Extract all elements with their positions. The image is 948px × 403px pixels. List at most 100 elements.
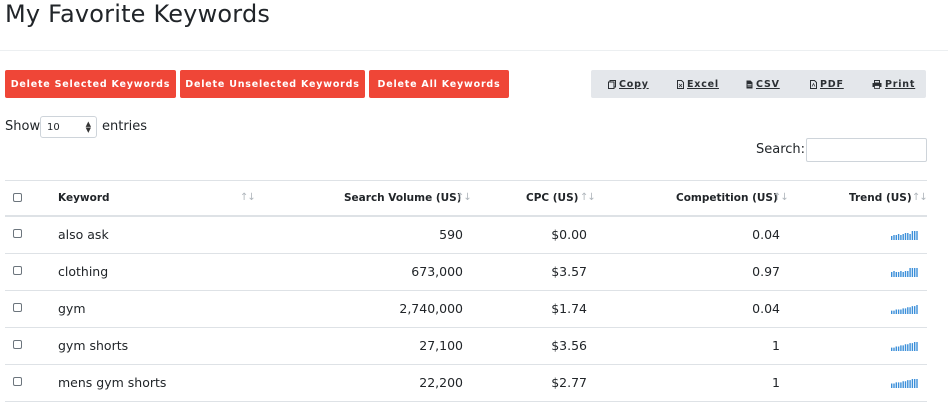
- csv-file-icon: [746, 80, 753, 88]
- trend-bar: [895, 346, 897, 351]
- trend-sparkline: [891, 379, 918, 388]
- print-button[interactable]: Print: [872, 70, 915, 98]
- trend-bar: [902, 345, 904, 351]
- cpc-cell: $2.77: [551, 375, 587, 390]
- cpc-cell: $3.56: [551, 338, 587, 353]
- trend-bar: [914, 379, 916, 388]
- entries-select-value: 10: [47, 121, 60, 133]
- pdf-label: PDF: [820, 78, 844, 90]
- row-divider: [5, 327, 927, 328]
- row-checkbox[interactable]: [13, 266, 22, 275]
- keyword-cell: mens gym shorts: [58, 375, 167, 390]
- trend-sparkline: [891, 305, 918, 314]
- competition-cell: 0.04: [752, 301, 780, 316]
- trend-sparkline: [891, 342, 918, 351]
- row-checkbox[interactable]: [13, 229, 22, 238]
- trend-bar: [916, 268, 918, 277]
- trend-bar: [911, 268, 914, 277]
- col-volume-header[interactable]: Search Volume (US): [344, 192, 462, 204]
- pdf-button[interactable]: PDF: [810, 70, 844, 98]
- trend-bar: [891, 383, 893, 388]
- row-checkbox[interactable]: [13, 303, 22, 312]
- volume-cell: 673,000: [411, 264, 463, 279]
- volume-cell: 22,200: [419, 375, 463, 390]
- trend-bar: [902, 381, 904, 388]
- sort-competition-icon[interactable]: ↑↓: [773, 192, 789, 203]
- trend-bar: [897, 234, 900, 240]
- trend-bar: [914, 306, 916, 314]
- row-checkbox[interactable]: [13, 340, 22, 349]
- trend-bar: [895, 309, 897, 314]
- trend-bar: [902, 308, 904, 314]
- trend-bar: [904, 271, 907, 277]
- keyword-cell: gym shorts: [58, 338, 129, 353]
- trend-bar: [895, 382, 897, 388]
- row-checkbox[interactable]: [13, 377, 22, 386]
- search-input[interactable]: [806, 138, 927, 162]
- delete-all-button[interactable]: Delete All Keywords: [369, 70, 509, 98]
- competition-cell: 1: [772, 338, 780, 353]
- col-keyword-header[interactable]: Keyword: [58, 192, 110, 204]
- export-button-group: Copy Excel CSV PDF Print: [591, 70, 926, 98]
- trend-bar: [914, 231, 916, 240]
- title-divider: [0, 50, 948, 51]
- csv-button[interactable]: CSV: [746, 70, 780, 98]
- trend-bar: [900, 382, 902, 388]
- select-arrows-icon: ▲ ▼: [85, 120, 91, 134]
- delete-selected-button[interactable]: Delete Selected Keywords: [5, 70, 176, 98]
- select-all-checkbox[interactable]: [13, 193, 22, 202]
- trend-bar: [897, 309, 900, 314]
- copy-icon: [608, 79, 616, 89]
- trend-bar: [891, 272, 893, 277]
- entries-select[interactable]: 10 ▲ ▼: [40, 116, 97, 138]
- trend-bar: [897, 272, 900, 277]
- row-divider: [5, 364, 927, 365]
- sort-cpc-icon[interactable]: ↑↓: [580, 192, 596, 203]
- trend-bar: [895, 235, 897, 240]
- excel-button[interactable]: Excel: [677, 70, 719, 98]
- sort-volume-icon[interactable]: ↑↓: [456, 192, 472, 203]
- excel-file-icon: [677, 79, 684, 89]
- copy-button[interactable]: Copy: [608, 70, 649, 98]
- pdf-file-icon: [810, 79, 817, 89]
- competition-cell: 0.97: [752, 264, 780, 279]
- trend-bar: [895, 272, 897, 277]
- print-label: Print: [885, 78, 916, 90]
- trend-bar: [893, 383, 895, 388]
- trend-bar: [904, 233, 907, 240]
- keyword-cell: gym: [58, 301, 86, 316]
- trend-bar: [902, 272, 904, 277]
- trend-bar: [893, 271, 895, 277]
- col-trend-header[interactable]: Trend (US): [849, 192, 912, 204]
- sort-keyword-icon[interactable]: ↑↓: [240, 192, 256, 203]
- trend-bar: [897, 346, 900, 351]
- trend-bar: [891, 236, 893, 240]
- csv-label: CSV: [756, 78, 780, 90]
- row-divider: [5, 401, 927, 402]
- search-label: Search:: [756, 142, 806, 157]
- cpc-cell: $3.57: [551, 264, 587, 279]
- header-bottom-border: [5, 215, 927, 217]
- delete-unselected-button[interactable]: Delete Unselected Keywords: [180, 70, 365, 98]
- trend-bar: [909, 234, 911, 240]
- sort-trend-icon[interactable]: ↑↓: [912, 192, 928, 203]
- trend-bar: [911, 306, 914, 314]
- trend-bar: [891, 347, 893, 351]
- col-cpc-header[interactable]: CPC (US): [526, 192, 579, 204]
- cpc-cell: $1.74: [551, 301, 587, 316]
- trend-bar: [900, 345, 902, 351]
- trend-bar: [916, 342, 918, 351]
- trend-sparkline: [891, 268, 918, 277]
- trend-bar: [893, 347, 895, 351]
- entries-label: entries: [102, 119, 148, 134]
- trend-bar: [891, 310, 893, 314]
- trend-bar: [916, 305, 918, 314]
- volume-cell: 590: [439, 227, 463, 242]
- trend-bar: [907, 344, 909, 351]
- trend-bar: [907, 307, 909, 314]
- trend-bar: [909, 307, 911, 314]
- trend-bar: [907, 233, 909, 240]
- trend-bar: [893, 235, 895, 240]
- col-competition-header[interactable]: Competition (US): [676, 192, 778, 204]
- competition-cell: 0.04: [752, 227, 780, 242]
